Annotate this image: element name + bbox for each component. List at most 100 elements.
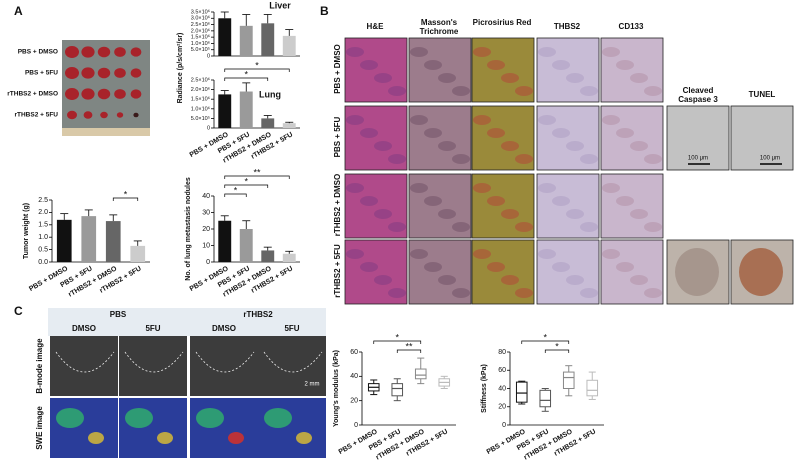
tissue-texture — [552, 128, 570, 138]
tissue-texture — [515, 86, 533, 96]
tumor — [130, 68, 142, 78]
group-label: rTHBS2 — [243, 310, 273, 319]
histology-image — [344, 239, 408, 305]
tumor — [65, 67, 79, 79]
scale-bar-label: 100 μm — [688, 156, 708, 162]
histology-image — [600, 173, 664, 239]
stiffness-region — [56, 408, 84, 428]
y-tick-label: 1.0×10⁶ — [191, 105, 210, 112]
tissue-texture — [374, 73, 392, 83]
histology-image — [344, 105, 408, 171]
tissue-texture — [438, 73, 456, 83]
tumor — [114, 47, 126, 57]
stiffness-region — [296, 432, 312, 444]
histology-image — [408, 37, 472, 103]
tissue-texture — [644, 154, 662, 164]
tumor-outline — [263, 351, 323, 373]
histology-image — [536, 37, 600, 103]
tissue-texture — [566, 141, 584, 151]
tissue-texture — [566, 209, 584, 219]
tissue-texture — [580, 222, 598, 232]
tissue-texture — [473, 47, 491, 57]
significance-bracket — [224, 77, 269, 81]
row-label: rTHBS2 + DMSO — [333, 174, 342, 236]
y-tick-label: 40 — [498, 385, 506, 392]
y-tick-label: 30 — [202, 209, 210, 216]
tissue-texture — [538, 115, 556, 125]
tissue-texture — [616, 60, 634, 70]
tissue-texture — [580, 154, 598, 164]
row-label: SWE image — [35, 406, 44, 450]
histology-image — [408, 105, 472, 171]
tumor — [67, 110, 77, 120]
tumor — [65, 46, 79, 58]
box — [586, 379, 599, 397]
stiffness-region — [228, 432, 244, 444]
swe-image — [258, 398, 326, 458]
swe-image — [190, 398, 258, 458]
y-axis-label: Young's modulus (kPa) — [333, 350, 340, 427]
tissue-texture — [374, 141, 392, 151]
bar — [218, 18, 232, 57]
histology-image — [666, 105, 730, 171]
y-tick-label: 2.5×10⁶ — [191, 76, 210, 83]
box — [391, 383, 404, 397]
tissue-texture — [438, 141, 456, 151]
y-tick-label: 0 — [354, 422, 358, 429]
tissue-texture — [538, 47, 556, 57]
row-label: rTHBS2 + 5FU — [14, 112, 58, 119]
tissue-texture — [438, 275, 456, 285]
bar — [261, 118, 275, 128]
y-tick-label: 0 — [502, 422, 506, 429]
histology-image — [536, 239, 600, 305]
y-tick-label: 0 — [207, 125, 210, 131]
stiffness-region — [125, 408, 153, 428]
y-tick-label: 2.0×10⁶ — [191, 27, 210, 34]
tumor — [133, 112, 139, 118]
tissue-texture — [346, 183, 364, 193]
bar — [282, 35, 296, 56]
row-label: PBS + DMSO — [333, 44, 342, 94]
y-tick-label: 1.0 — [38, 234, 48, 241]
y-axis-label: No. of lung metastasis nodules — [185, 177, 192, 281]
tissue-texture — [388, 154, 406, 164]
bar — [282, 123, 296, 128]
b-mode-image — [50, 336, 118, 396]
tissue-texture — [473, 249, 491, 259]
stain-region — [675, 248, 719, 296]
tissue-texture — [538, 183, 556, 193]
y-tick-label: 2.5×10⁶ — [191, 21, 210, 28]
tissue-texture — [410, 249, 428, 259]
tumor — [81, 67, 95, 79]
row-label: PBS + DMSO — [18, 49, 58, 56]
stain-region — [739, 248, 783, 296]
y-tick-label: 1.5 — [38, 222, 48, 229]
significance-label: * — [395, 332, 399, 342]
tumor — [114, 89, 126, 99]
tissue-texture — [630, 209, 648, 219]
y-tick-label: 80 — [498, 349, 506, 356]
significance-label: * — [555, 341, 559, 351]
column-header: Cleaved Caspase 3 — [678, 86, 718, 104]
bar — [239, 229, 253, 262]
y-tick-label: 0 — [207, 53, 210, 59]
tissue-texture — [473, 183, 491, 193]
y-tick-label: 20 — [202, 226, 210, 233]
b-mode-image — [119, 336, 187, 396]
tumor — [97, 88, 111, 100]
y-tick-label: 5.0×10⁵ — [191, 115, 210, 122]
histology-image — [471, 37, 535, 103]
tissue-texture — [515, 288, 533, 298]
tissue-texture — [538, 249, 556, 259]
tissue-texture — [388, 222, 406, 232]
tissue-texture — [566, 73, 584, 83]
y-tick-label: 60 — [498, 367, 506, 374]
tissue-texture — [566, 275, 584, 285]
column-header: THBS2 — [553, 22, 581, 31]
histology-image — [536, 173, 600, 239]
tissue-texture — [346, 249, 364, 259]
tumor-outline — [55, 351, 115, 373]
tissue-texture — [552, 60, 570, 70]
tumor — [100, 111, 108, 119]
